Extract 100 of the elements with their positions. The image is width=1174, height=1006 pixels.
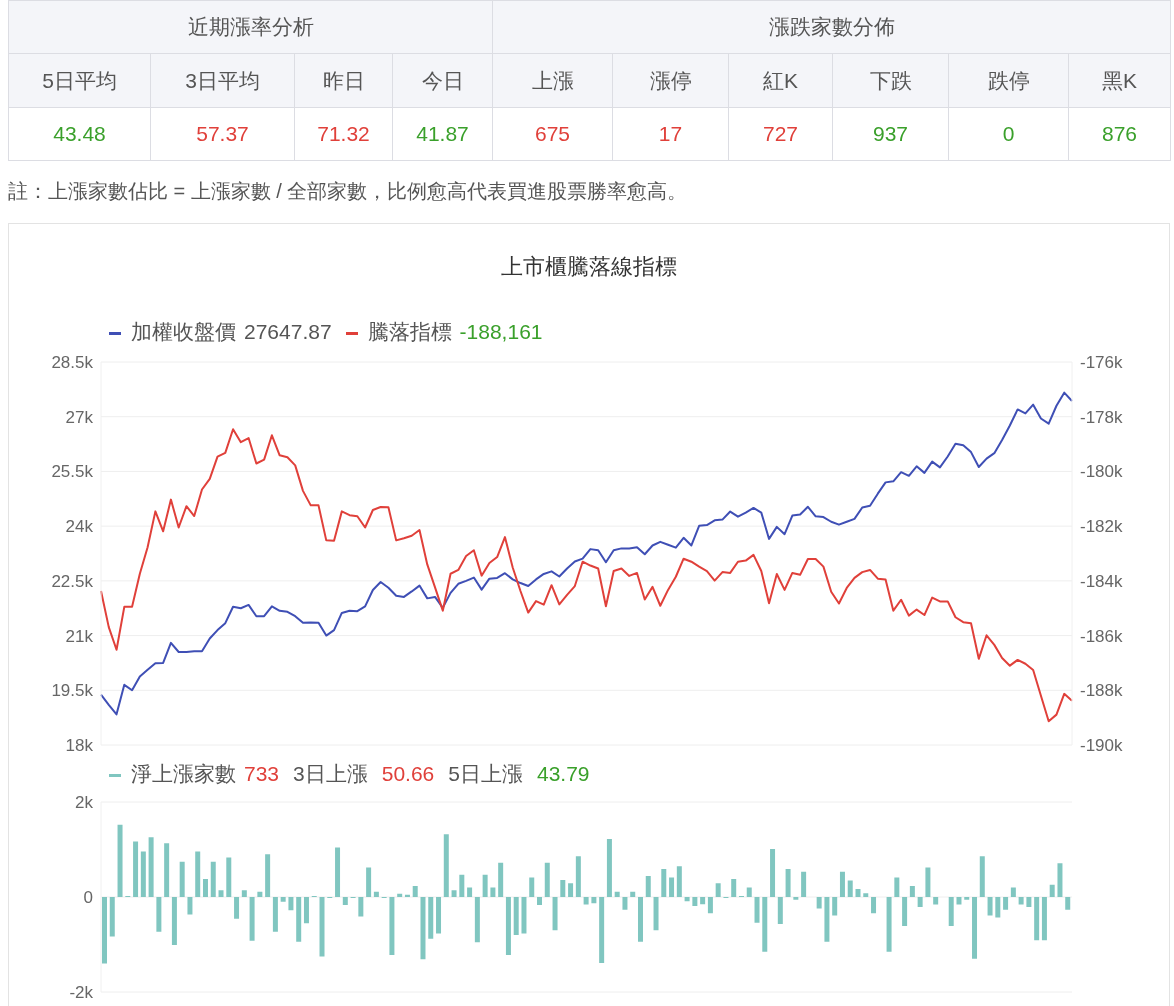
bar	[568, 883, 574, 897]
bar	[777, 897, 783, 925]
bar	[529, 877, 535, 897]
bar	[692, 897, 698, 907]
bar	[148, 837, 154, 897]
bar	[420, 897, 426, 960]
bar	[933, 897, 939, 905]
data-label: 675	[492, 107, 613, 161]
bar	[226, 857, 232, 897]
category-label: 上漲	[492, 53, 613, 108]
bar	[249, 897, 255, 941]
y2-tick-label: -188k	[1080, 681, 1124, 701]
bar	[871, 897, 877, 914]
bar	[109, 897, 115, 937]
bar	[412, 886, 418, 897]
y-tick-label: 25.5k	[51, 462, 94, 482]
bar	[964, 897, 970, 900]
bar	[389, 897, 395, 955]
y2-tick-label: -178k	[1080, 407, 1124, 427]
category-label: 3日平均	[150, 53, 295, 108]
bar	[288, 897, 294, 911]
data-label: 17	[612, 107, 729, 161]
bar	[863, 893, 869, 897]
bar	[956, 897, 962, 905]
bar	[979, 856, 985, 897]
text: -188,161	[459, 319, 543, 345]
data-label: 57.37	[150, 107, 295, 161]
bar	[443, 834, 449, 897]
y-tick-label: 18k	[65, 736, 94, 756]
bar	[459, 874, 465, 897]
bar	[451, 890, 457, 897]
y2-tick-label: -186k	[1080, 626, 1124, 646]
bar	[731, 878, 737, 897]
category-label: 黑K	[1068, 53, 1171, 108]
bar	[195, 851, 201, 897]
y-tick-label: -2k	[69, 983, 94, 1003]
y2-tick-label: -180k	[1080, 462, 1124, 482]
bar	[785, 868, 791, 897]
bar	[467, 887, 473, 897]
bar	[342, 897, 348, 906]
data-label: 71.32	[294, 107, 393, 161]
category-label: 下跌	[832, 53, 949, 108]
bar	[1049, 884, 1055, 897]
bar	[575, 856, 581, 897]
category-label: 跌停	[948, 53, 1069, 108]
bar	[606, 839, 612, 897]
bar	[140, 851, 146, 897]
y-tick-label: 27k	[65, 407, 94, 427]
bar	[560, 879, 566, 897]
bar	[707, 897, 713, 914]
text: 3日上漲	[293, 761, 368, 787]
bar	[653, 897, 659, 931]
bar	[995, 897, 1001, 918]
bar	[482, 874, 488, 897]
data-label: 43.48	[8, 107, 151, 161]
bar	[1026, 897, 1032, 907]
legend-label: 騰落指標	[366, 319, 452, 345]
bar	[630, 891, 636, 897]
bar	[948, 897, 954, 926]
bar	[917, 897, 923, 907]
y-tick-label: 24k	[65, 517, 94, 537]
bar	[544, 862, 550, 897]
y2-tick-label: -182k	[1080, 517, 1124, 537]
bar	[902, 897, 908, 926]
category-label: 漲停	[612, 53, 729, 108]
bar	[801, 871, 807, 897]
bar	[552, 897, 558, 931]
bar	[428, 897, 434, 939]
bar	[280, 897, 286, 902]
y2-tick-label: -190k	[1080, 736, 1124, 756]
bar	[1041, 897, 1047, 941]
bar	[513, 897, 519, 935]
bar	[296, 897, 302, 942]
bar	[591, 897, 597, 904]
bar	[1057, 863, 1063, 897]
bar	[171, 897, 177, 945]
bar	[622, 897, 628, 910]
bar	[855, 888, 861, 897]
text: 27647.87	[244, 319, 332, 345]
text: 733	[244, 761, 280, 787]
bar	[816, 897, 822, 909]
bar	[1010, 887, 1016, 897]
bar	[373, 891, 379, 897]
bar	[793, 897, 799, 900]
data-label: 937	[832, 107, 949, 161]
bar	[839, 871, 845, 897]
bar	[102, 897, 107, 964]
bar	[319, 897, 325, 957]
bar	[272, 897, 278, 932]
bar	[241, 890, 247, 897]
category-label: 紅K	[728, 53, 833, 108]
text: 43.79	[536, 761, 590, 787]
bar	[1003, 897, 1009, 910]
bar	[824, 897, 830, 942]
bar	[335, 847, 341, 897]
text: 近期漲率分析	[8, 0, 493, 54]
bar	[925, 867, 931, 897]
bar	[1065, 897, 1071, 910]
bar	[265, 854, 271, 897]
text: 5日上漲	[448, 761, 523, 787]
